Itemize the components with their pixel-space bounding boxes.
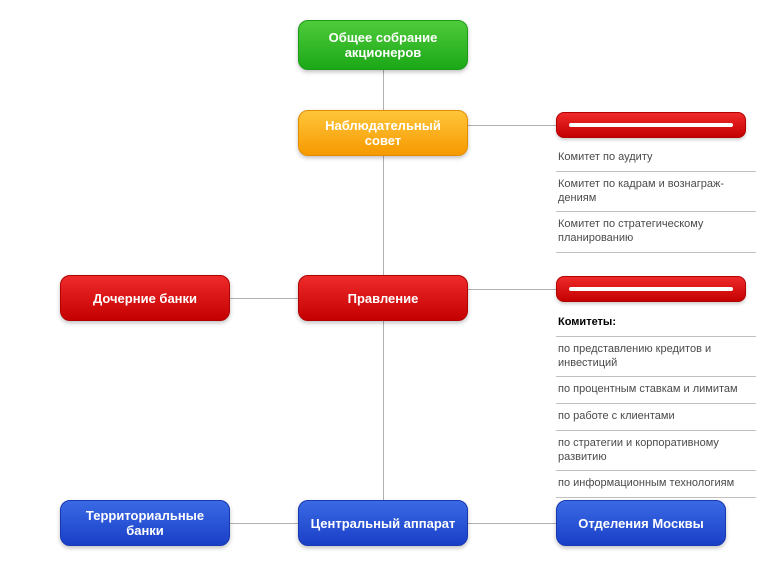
sidebar-list-supervisory: Комитет по аудиту Комитет по кадрам и во… xyxy=(556,145,756,253)
edge-board-central xyxy=(383,321,384,500)
edge-central-territorial xyxy=(230,523,298,524)
edge-board-sidebar xyxy=(468,289,556,290)
list-item: по стратегии и корпоративному развитию xyxy=(556,431,756,472)
list-item: по информационным технологиям xyxy=(556,471,756,498)
list-item: по представлению кредитов и инвестиций xyxy=(556,337,756,378)
node-supervisory-board: Наблюдательный совет xyxy=(298,110,468,156)
node-subsidiary-banks: Дочерние банки xyxy=(60,275,230,321)
node-label: Отделения Москвы xyxy=(578,516,704,531)
node-label: Дочерние банки xyxy=(93,291,197,306)
node-central-office: Центральный аппарат xyxy=(298,500,468,546)
list-item: Комитет по стратегическому планированию xyxy=(556,212,756,253)
list-item: по процентным ставкам и лимитам xyxy=(556,377,756,404)
edge-supervisory-sidebar xyxy=(468,125,556,126)
node-management-board: Правление xyxy=(298,275,468,321)
sidebar-header-board xyxy=(556,276,746,302)
node-general-meeting: Общее собрание акционеров xyxy=(298,20,468,70)
list-item-heading: Комитеты: xyxy=(556,310,756,337)
node-label: Правление xyxy=(348,291,419,306)
sidebar-header-supervisory xyxy=(556,112,746,138)
node-label: Центральный аппарат xyxy=(311,516,456,531)
list-item: Комитет по кадрам и вознаграж­дениям xyxy=(556,172,756,213)
edge-supervisory-board xyxy=(383,156,384,275)
edge-top-supervisory xyxy=(383,70,384,110)
node-territorial-banks: Территориальные банки xyxy=(60,500,230,546)
edge-central-moscow xyxy=(468,523,556,524)
node-label: Наблюдательный совет xyxy=(307,118,459,148)
sidebar-list-board: Комитеты: по представлению кредитов и ин… xyxy=(556,310,756,498)
list-item: по работе с клиентами xyxy=(556,404,756,431)
node-label: Общее собрание акционеров xyxy=(307,30,459,60)
node-moscow-branches: Отделения Москвы xyxy=(556,500,726,546)
list-item: Комитет по аудиту xyxy=(556,145,756,172)
node-label: Территориальные банки xyxy=(69,508,221,538)
edge-subsidiary-board xyxy=(230,298,298,299)
